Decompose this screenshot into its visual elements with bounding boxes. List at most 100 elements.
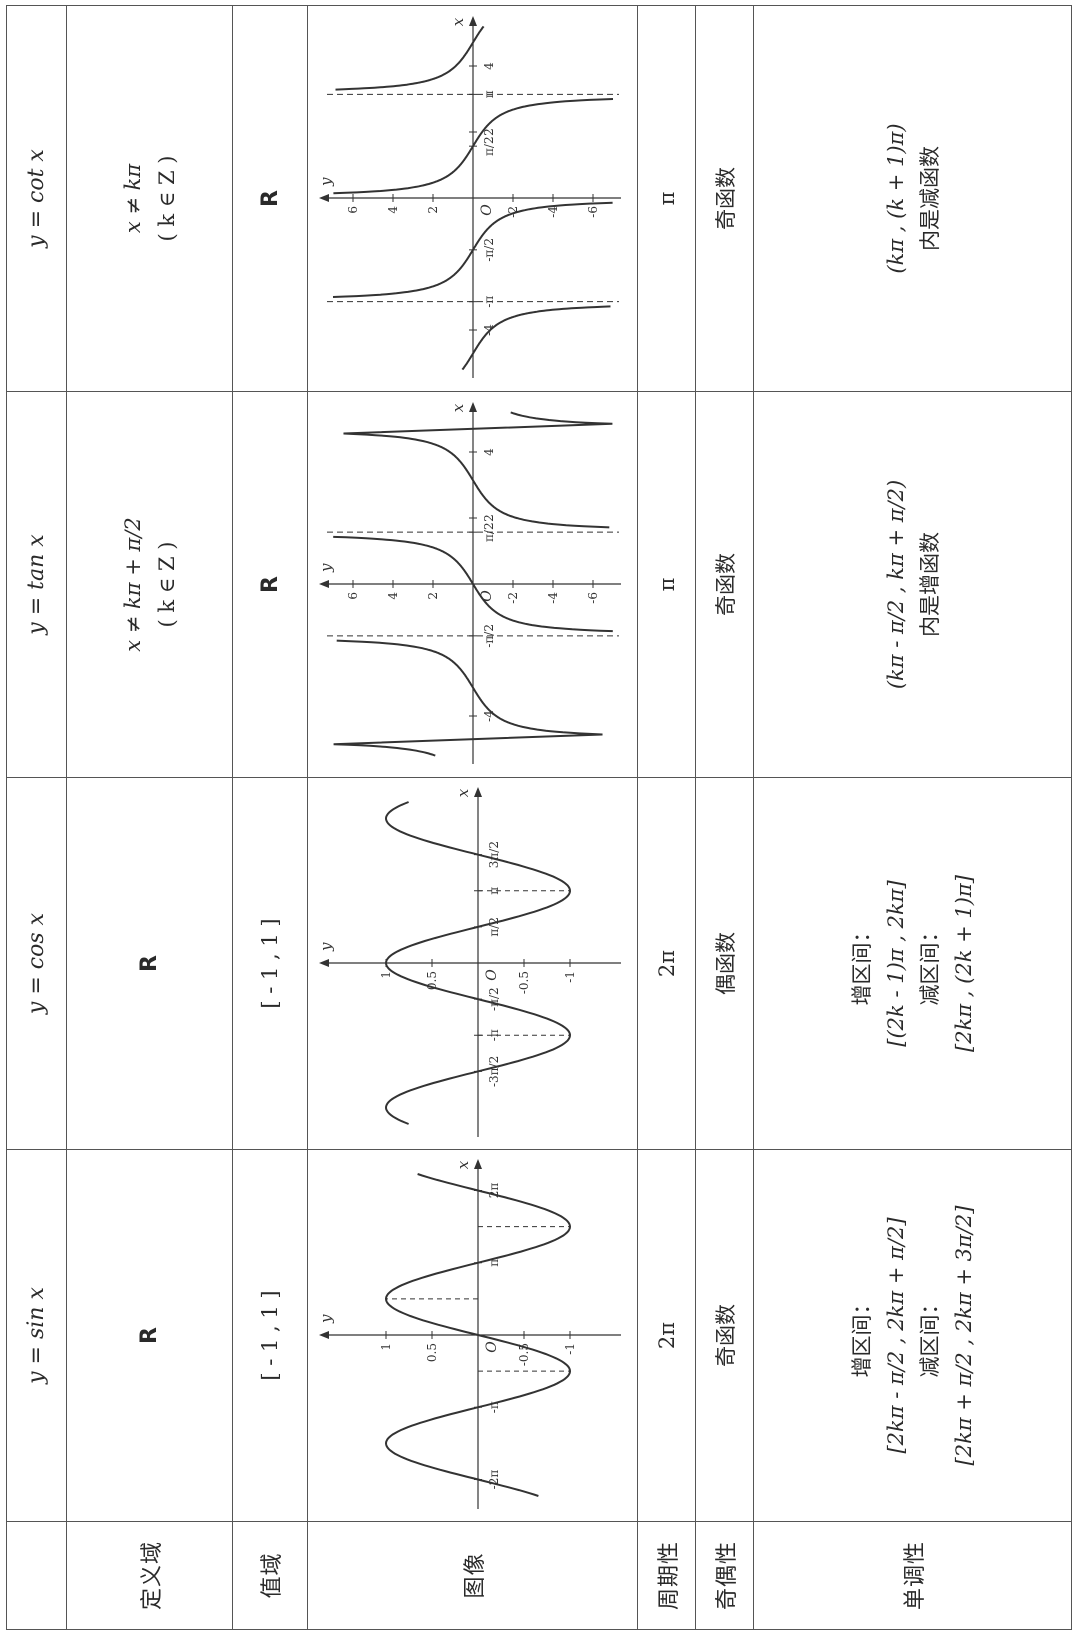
label-domain: 定义域 — [66, 1521, 233, 1630]
cot-y-tick-label: -6 — [586, 207, 600, 219]
sin-y-tick-label: 1 — [379, 1344, 393, 1352]
cos-y-tick-label: 1 — [379, 972, 393, 980]
mono-tan: (kπ - π/2 , kπ + π/2) 内是增函数 — [753, 391, 1072, 778]
mono-cos-inc-label: 增区间： — [849, 921, 874, 1006]
cos-y-tick-label: -0.5 — [517, 972, 531, 995]
range-cot: R — [232, 5, 308, 392]
header-cos: y = cos x — [6, 777, 67, 1150]
cos-y-tick-label: -1 — [563, 972, 577, 984]
cos-x-tick-label: π/2 — [487, 918, 501, 938]
row-period: 周期性 2π 2π π π — [637, 5, 696, 1630]
cos-x-arrow — [473, 787, 482, 798]
tan-y-tick-label: 6 — [346, 593, 360, 601]
domain-cot-k: ( k ∈ Z ) — [154, 155, 179, 242]
cot-x-tick-label: π/2 — [482, 137, 496, 157]
period-tan: π — [637, 391, 696, 778]
row-range: 值域 [ - 1 , 1 ] [ - 1 , 1 ] R R — [232, 5, 308, 1630]
range-tan: R — [232, 391, 308, 778]
mono-sin-dec-interval: [2kπ + π/2 , 2kπ + 3π/2] — [951, 1205, 976, 1466]
mono-cot-note: 内是减函数 — [917, 146, 942, 251]
mono-tan-note: 内是增函数 — [917, 532, 942, 637]
cot-x-tick-label: 2 — [482, 129, 496, 137]
tan-y-axis-label: y — [317, 564, 335, 574]
cos-curve — [384, 801, 571, 1126]
domain-cos: R — [66, 777, 233, 1150]
mono-cos-dec-label: 减区间： — [917, 921, 942, 1006]
mono-cot-interval: (kπ , (k + 1)π) — [883, 123, 908, 274]
tan-y-tick-label: 2 — [426, 593, 440, 601]
domain-tan: x ≠ kπ + π/2 ( k ∈ Z ) — [66, 391, 233, 778]
cos-y-arrow — [318, 959, 329, 968]
cos-x-tick-label: 3π/2 — [487, 842, 501, 869]
cot-y-tick-label: 2 — [426, 207, 440, 215]
graph-cell-tan: x y O -4 -π/2 π/2 2 4 6 4 2 -2 -4 -6 — [307, 391, 638, 778]
tan-x-tick-label: 4 — [482, 448, 496, 456]
tan-curve — [332, 536, 613, 633]
sin-y-tick-label: 0.5 — [425, 1344, 439, 1363]
label-range: 值域 — [232, 1521, 308, 1630]
label-period: 周期性 — [637, 1521, 696, 1630]
sin-origin-label: O — [484, 1341, 500, 1353]
mono-cot: (kπ , (k + 1)π) 内是减函数 — [753, 5, 1072, 392]
tan-x-arrow — [468, 402, 477, 413]
row-monotonic: 单调性 增区间： [2kπ - π/2 , 2kπ + π/2] 减区间： [2… — [753, 5, 1072, 1630]
cot-y-tick-label: -2 — [506, 207, 520, 219]
cot-y-tick-label: -4 — [546, 206, 560, 218]
period-sin: 2π — [637, 1149, 696, 1522]
mono-cos-inc-interval: [(2k - 1)π , 2kπ] — [883, 880, 908, 1047]
cos-x-axis-label: x — [454, 789, 472, 798]
header-cot: y = cot x — [6, 5, 67, 392]
tan-y-tick-label: -4 — [546, 592, 560, 604]
tan-x-tick-label: 2 — [482, 515, 496, 523]
parity-cot: 奇函数 — [695, 5, 754, 392]
blank-corner-cell — [6, 1521, 67, 1630]
label-monotonic: 单调性 — [753, 1521, 1072, 1630]
graph-cell-cot: x y O -4 -π -π/2 π/2 2 π 4 6 4 2 -2 -4 -6 — [307, 5, 638, 392]
range-cos: [ - 1 , 1 ] — [232, 777, 308, 1150]
tan-y-tick-label: -6 — [586, 593, 600, 605]
header-tan: y = tan x — [6, 391, 67, 778]
domain-cot: x ≠ kπ ( k ∈ Z ) — [66, 5, 233, 392]
parity-sin: 奇函数 — [695, 1149, 754, 1522]
range-sin: [ - 1 , 1 ] — [232, 1149, 308, 1522]
cot-x-tick-label: -π/2 — [482, 239, 496, 263]
cot-curve — [334, 26, 484, 92]
sin-x-axis-label: x — [454, 1161, 472, 1170]
cos-y-axis-label: y — [317, 943, 335, 953]
period-cos: 2π — [637, 777, 696, 1150]
trig-function-table: y = sin x y = cos x y = tan x y = cot x … — [6, 5, 1072, 1630]
cot-curve — [461, 305, 611, 371]
parity-tan: 奇函数 — [695, 391, 754, 778]
cos-x-tick-label: -π/2 — [487, 988, 501, 1012]
header-row: y = sin x y = cos x y = tan x y = cot x — [6, 5, 67, 1630]
cos-x-tick-label: -3π/2 — [487, 1056, 501, 1087]
domain-tan-condition: x ≠ kπ + π/2 — [120, 517, 145, 652]
mono-sin: 增区间： [2kπ - π/2 , 2kπ + π/2] 减区间： [2kπ +… — [753, 1149, 1072, 1522]
tan-y-tick-label: -2 — [506, 593, 520, 605]
mono-cos: 增区间： [(2k - 1)π , 2kπ] 减区间： [2kπ , (2k +… — [753, 777, 1072, 1150]
tan-curve — [342, 411, 612, 529]
row-graph: 图像 x y O -2π -π π 2π 1 0.5 -0.5 -1 x y O -3π/2 -π -π/2 π… — [307, 5, 638, 1630]
cot-origin-label: O — [479, 204, 495, 216]
tan-y-arrow — [318, 580, 329, 589]
cot-curve — [332, 98, 613, 195]
mono-sin-inc-label: 增区间： — [849, 1293, 874, 1378]
sin-y-tick-label: -1 — [563, 1344, 577, 1356]
cot-x-tick-label: 4 — [482, 62, 496, 70]
label-graph: 图像 — [307, 1521, 638, 1630]
sin-y-arrow — [318, 1331, 329, 1340]
sin-x-tick-label: π — [487, 1259, 501, 1267]
cot-curve — [332, 202, 613, 299]
graph-cell-sin: x y O -2π -π π 2π 1 0.5 -0.5 -1 — [307, 1149, 638, 1522]
sin-x-arrow — [473, 1159, 482, 1170]
cos-x-tick-label: π — [487, 887, 501, 895]
cot-y-tick-label: 6 — [346, 207, 360, 215]
tan-x-tick-label: -4 — [482, 710, 496, 722]
cot-x-axis-label: x — [449, 18, 467, 27]
sin-x-tick-label: -2π — [487, 1470, 501, 1490]
period-cot: π — [637, 5, 696, 392]
graph-cell-cos: x y O -3π/2 -π -π/2 π/2 π 3π/2 1 0.5 -0.5 -1 — [307, 777, 638, 1150]
